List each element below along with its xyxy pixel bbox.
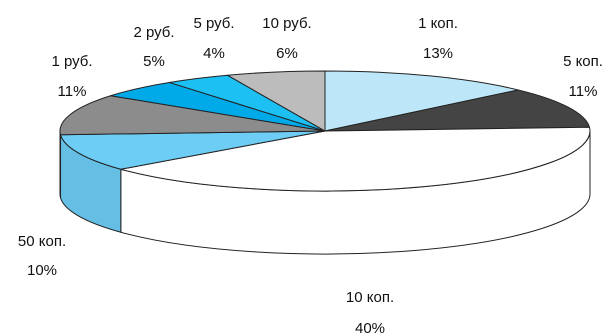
slice-0-top <box>324 70 519 132</box>
slice-2-top <box>120 126 591 192</box>
slice-1-label: 5 коп. <box>563 53 603 70</box>
slice-5-percent: 5% <box>143 53 165 70</box>
slice-4-label: 1 руб. <box>51 53 92 70</box>
slice-6-label: 5 руб. <box>193 15 234 32</box>
slice-2-percent: 40% <box>355 320 385 336</box>
slice-3-percent: 10% <box>27 262 57 279</box>
slice-1-top <box>324 89 590 132</box>
slice-4-side <box>59 130 62 199</box>
slice-7-top <box>226 70 326 132</box>
slice-3-top <box>60 130 326 170</box>
slice-1-percent: 11% <box>569 83 598 100</box>
slice-4-top <box>59 95 326 136</box>
slice-0-percent: 13% <box>423 45 453 62</box>
pie-labels: 1 коп. 13% 5 коп. 11% 10 коп. 40% 50 коп. 10% 1 … <box>18 15 603 336</box>
slice-4-percent: 11% <box>58 83 87 100</box>
slice-5-label: 2 руб. <box>133 24 174 41</box>
slice-2-label: 10 коп. <box>346 289 394 306</box>
slice-7-percent: 6% <box>276 45 298 62</box>
pie-tops <box>59 70 591 192</box>
slice-6-percent: 4% <box>203 45 225 62</box>
slice-3-label: 50 коп. <box>18 233 66 250</box>
slice-7-label: 10 руб. <box>262 15 311 32</box>
slice-0-label: 1 коп. <box>418 15 458 32</box>
